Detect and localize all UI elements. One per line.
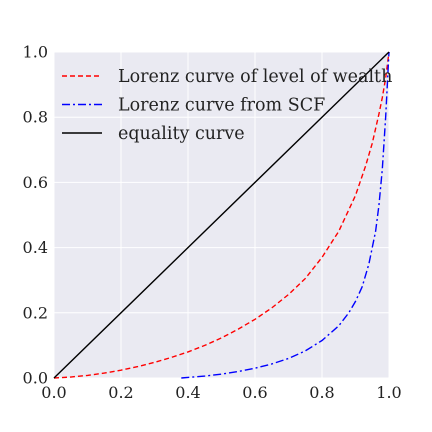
series-layer [53, 51, 390, 379]
legend-label-2: equality curve [118, 124, 245, 144]
x-tick-label: 0.0 [41, 383, 66, 402]
y-tick-label: 1.0 [23, 43, 48, 62]
x-tick-label: 1.0 [376, 383, 401, 402]
series-line-0 [53, 51, 390, 379]
y-axis-ticks: 0.0 0.2 0.4 0.6 0.8 1.0 [23, 43, 48, 388]
x-axis-ticks: 0.0 0.2 0.4 0.6 0.8 1.0 [41, 383, 401, 402]
y-tick-label: 0.4 [23, 238, 48, 257]
y-tick-label: 0.0 [23, 369, 48, 388]
legend-label-0: Lorenz curve of level of wealth [118, 67, 392, 87]
series-line-2 [53, 51, 390, 379]
y-tick-label: 0.6 [23, 173, 48, 192]
x-tick-label: 0.4 [175, 383, 200, 402]
y-tick-label: 0.2 [23, 303, 48, 322]
x-tick-label: 0.6 [242, 383, 267, 402]
grid-lines [53, 51, 390, 379]
legend-label-1: Lorenz curve from SCF [118, 96, 325, 116]
x-tick-label: 0.8 [309, 383, 334, 402]
legend: Lorenz curve of level of wealth Lorenz cu… [62, 67, 392, 144]
x-tick-label: 0.2 [108, 383, 133, 402]
y-tick-label: 0.8 [23, 108, 48, 127]
